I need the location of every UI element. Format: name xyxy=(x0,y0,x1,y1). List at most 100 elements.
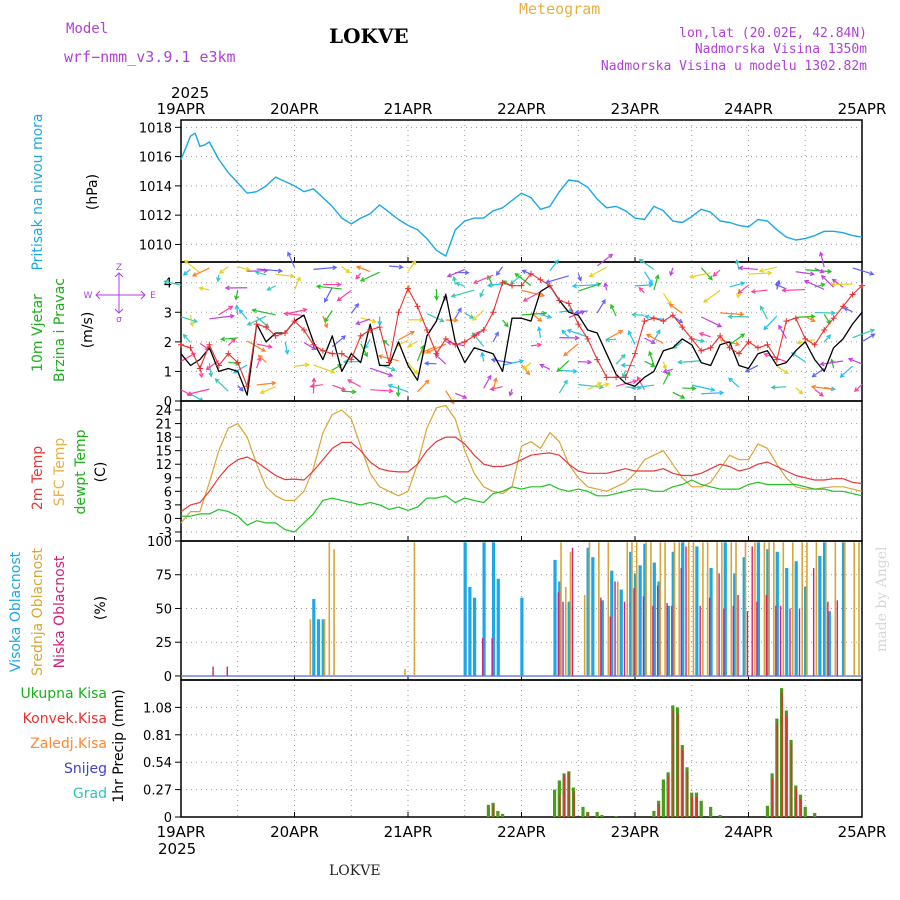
year-bottom: 2025 xyxy=(158,840,196,858)
wind-gust-marker xyxy=(669,312,676,319)
wind-arrow-head xyxy=(870,333,876,338)
wind-arrow-head xyxy=(775,279,781,285)
wind-arrow-head xyxy=(827,268,833,274)
wind-gust-marker xyxy=(707,344,714,351)
wind-arrow xyxy=(819,252,825,268)
wind-arrow xyxy=(559,309,573,313)
wind-arrow xyxy=(751,289,768,293)
cloud-bar-srednja xyxy=(825,542,827,676)
cloud-bar-visoka xyxy=(709,567,713,676)
wind-arrow xyxy=(341,390,356,393)
wind-gust-marker xyxy=(405,285,411,292)
wind-arrow-head xyxy=(547,314,553,319)
wind-arrow xyxy=(832,279,844,288)
cloud-bar-srednja xyxy=(735,542,737,676)
wind-arrow xyxy=(678,360,702,363)
wind-arrow xyxy=(483,375,492,389)
temp-unit: (C) xyxy=(93,462,109,483)
wind-arrow xyxy=(699,332,711,338)
wind-arrow-head xyxy=(618,330,624,335)
wind-arrow-head xyxy=(238,308,244,314)
wind-arrow-head xyxy=(455,281,461,287)
precip-bar-convective xyxy=(696,796,698,817)
wind-arrow-head xyxy=(377,354,383,359)
cloud-bar-srednja xyxy=(650,542,652,676)
cloud-bar-visoka xyxy=(818,555,822,676)
wind-arrow xyxy=(523,291,541,302)
wind-arrow-head xyxy=(224,285,230,291)
cloud-bar-visoka xyxy=(520,597,524,676)
wind-gust-marker xyxy=(490,309,497,316)
wind-arrow-head xyxy=(371,318,377,324)
wind-arrow xyxy=(189,314,194,326)
wind-arrow xyxy=(502,319,509,327)
wind-arrow xyxy=(183,334,191,343)
wind-arrow-head xyxy=(638,258,644,264)
cloud-bar-visoka xyxy=(756,542,760,676)
wind-arrow xyxy=(840,365,853,378)
top-date-label: 25APR xyxy=(838,100,887,118)
wind-arrow xyxy=(700,316,722,328)
wind-arrow-head xyxy=(407,342,413,348)
wind-arrow xyxy=(294,363,309,367)
cloud-bar-visoka xyxy=(496,578,500,676)
precip-bar-convective xyxy=(558,794,561,817)
wind-arrow xyxy=(360,271,380,282)
wind-arrow-head xyxy=(518,358,525,364)
wind-gust-marker xyxy=(840,303,847,310)
cloud-bar-niska xyxy=(642,596,645,676)
wind-gust-marker xyxy=(187,344,194,351)
wind-arrow xyxy=(337,289,352,302)
temp-ylabel-t2m: 2m Temp xyxy=(30,446,46,510)
wind-arrow-head xyxy=(563,379,568,385)
wind-arrow xyxy=(453,276,456,285)
y-tick-label: 0.27 xyxy=(143,784,172,799)
wind-gust-marker xyxy=(613,374,620,381)
wind-gust-marker xyxy=(594,356,601,363)
precip-bar-convective xyxy=(790,743,793,817)
panel-precip: 0 0.27 0.54 0.81 1.08 xyxy=(143,679,863,826)
wind-arrow xyxy=(545,275,569,284)
wind-gust-marker xyxy=(291,318,298,325)
wind-arrow xyxy=(417,379,430,393)
wind-arrow xyxy=(492,332,499,343)
cloud-bar-srednja xyxy=(569,551,572,676)
wind-arrow-head xyxy=(740,333,746,339)
wind-arrow-head xyxy=(337,364,343,369)
wind-arrow xyxy=(610,304,617,317)
wind-arrow xyxy=(712,269,721,277)
wind-arrow-head xyxy=(536,326,542,332)
cloud-bar-visoka xyxy=(766,549,770,676)
wind-arrow xyxy=(804,316,815,322)
legend-grad: Grad xyxy=(73,786,107,802)
cloud-bar-niska xyxy=(656,585,659,676)
precip-bar-convective xyxy=(677,713,679,817)
wind-arrow-head xyxy=(220,336,226,342)
cloud-bar-niska xyxy=(652,605,654,676)
precip-bar-total xyxy=(595,811,599,817)
compass-icon: Z σ W E xyxy=(84,263,157,325)
wind-arrow-head xyxy=(869,328,876,334)
wind-arrow xyxy=(416,345,425,362)
wind-arrow xyxy=(561,329,570,338)
wind-arrow xyxy=(811,386,834,390)
wind-arrow xyxy=(637,376,645,391)
wind-gust-marker xyxy=(499,279,506,286)
bottom-date-label: 25APR xyxy=(838,823,887,841)
model-altitude: Nadmorska Visina u modelu 1302.82m xyxy=(601,59,867,74)
cloud-bar-niska xyxy=(708,597,711,676)
panel-wind: 0 1 2 3 4 xyxy=(163,251,876,410)
wind-arrow-head xyxy=(323,323,329,329)
y-tick-label: 2 xyxy=(164,336,172,351)
cloud-bar-srednja xyxy=(309,619,312,676)
wind-gust-marker xyxy=(632,350,638,357)
precip-bar-total xyxy=(765,805,770,817)
wind-arrow xyxy=(190,393,204,402)
wind-gust-marker xyxy=(319,347,326,354)
cloud-bar-visoka xyxy=(695,546,699,676)
precip-bar-convective xyxy=(568,772,570,817)
wind-arrow xyxy=(208,363,212,377)
wind-arrow xyxy=(843,307,853,313)
